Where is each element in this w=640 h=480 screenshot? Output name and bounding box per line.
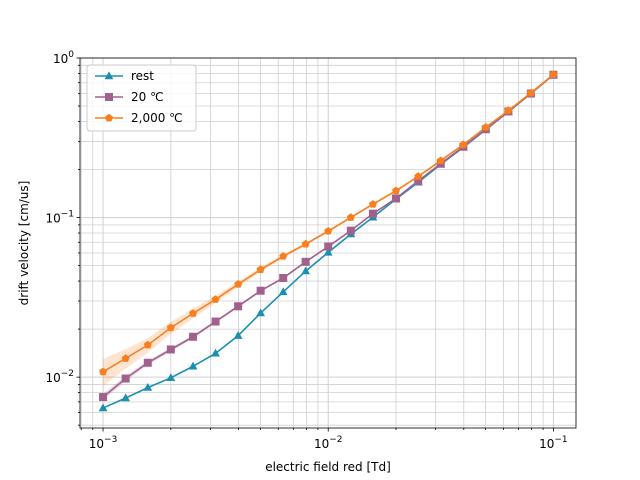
- data-point-0: [233, 331, 243, 339]
- data-point-0: [98, 403, 108, 412]
- data-point-2: [324, 226, 333, 235]
- data-point-2: [346, 213, 355, 221]
- x-axis-label: electric field red [Td]: [265, 460, 391, 474]
- data-point-1: [414, 176, 423, 185]
- data-point-2: [189, 309, 198, 317]
- data-point-2: [211, 295, 220, 303]
- x-tick-label: 10−3: [89, 435, 118, 451]
- data-point-2: [301, 239, 310, 248]
- x-tick-label: 10−1: [539, 435, 568, 451]
- y-tick-label: 10−2: [45, 369, 74, 385]
- data-point-2: [121, 354, 130, 362]
- data-point-0: [166, 373, 176, 382]
- y-tick-label: 10−1: [45, 210, 74, 226]
- data-point-1: [121, 374, 130, 383]
- legend-marker: [105, 93, 113, 101]
- data-point-1: [368, 209, 377, 218]
- data-point-0: [121, 393, 131, 402]
- data-point-1: [324, 242, 333, 251]
- legend-frame: [86, 64, 197, 132]
- data-point-2: [481, 123, 490, 131]
- data-point-1: [211, 317, 220, 326]
- data-point-2: [99, 367, 108, 376]
- data-point-2: [368, 200, 377, 208]
- data-point-1: [279, 274, 288, 283]
- legend-label: 2,000 ℃: [131, 111, 183, 125]
- data-point-1: [166, 345, 175, 354]
- data-point-0: [301, 266, 311, 275]
- legend-marker: [104, 71, 114, 80]
- data-point-1: [189, 332, 198, 341]
- data-point-2: [504, 106, 513, 114]
- data-point-2: [414, 172, 423, 180]
- axis-ticks: 10−3 10−2 10−1 10−2 10−1 100: [45, 50, 567, 451]
- y-tick-label: 100: [53, 50, 74, 66]
- legend-label: 20 ℃: [131, 90, 164, 104]
- y-axis-label: drift velocity [cm/us]: [17, 181, 31, 306]
- data-point-1: [256, 286, 265, 295]
- series-lines: [98, 70, 558, 412]
- data-point-1: [99, 393, 108, 402]
- legend-label: rest: [131, 69, 154, 83]
- data-point-2: [279, 252, 288, 260]
- data-point-1: [346, 226, 355, 235]
- data-point-2: [549, 70, 558, 78]
- data-point-0: [143, 382, 153, 391]
- data-point-0: [323, 247, 333, 256]
- data-point-2: [436, 156, 445, 165]
- data-point-0: [211, 348, 220, 357]
- data-point-0: [278, 287, 288, 296]
- data-point-2: [526, 88, 535, 97]
- data-point-2: [459, 140, 468, 149]
- data-point-2: [256, 265, 265, 273]
- data-point-0: [256, 308, 266, 317]
- data-point-2: [392, 186, 400, 195]
- data-point-1: [143, 358, 152, 367]
- data-point-2: [166, 323, 175, 332]
- legend-marker: [105, 113, 113, 122]
- data-point-1: [301, 257, 310, 266]
- x-tick-label: 10−2: [314, 435, 343, 451]
- data-point-1: [234, 302, 243, 311]
- data-point-0: [188, 361, 198, 370]
- data-point-2: [143, 340, 152, 349]
- legend: rest 20 ℃ 2,000 ℃: [86, 64, 197, 132]
- data-point-2: [234, 280, 243, 288]
- data-point-1: [392, 194, 401, 203]
